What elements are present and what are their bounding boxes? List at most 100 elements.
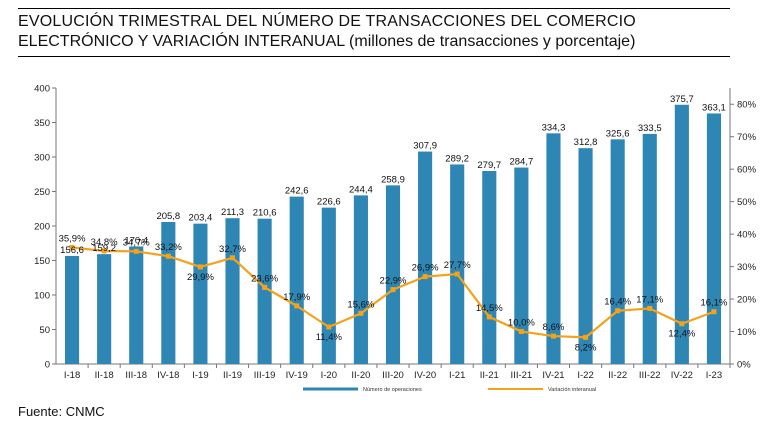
bar-value-label: 244,4: [349, 184, 373, 195]
x-tick-label: IV-20: [414, 370, 436, 381]
line-value-label: 29,9%: [187, 272, 214, 283]
x-tick-label: IV-21: [542, 370, 564, 381]
chart-area: 0 50 100 150 200 250 300 350 400 0% 10% 20% 30% 40% 50…: [18, 78, 766, 401]
bar: [482, 171, 497, 364]
legend-line-label: Variación interanual: [548, 387, 596, 393]
chart-title-line1: EVOLUCIÓN TRIMESTRAL DEL NÚMERO DE TRANS…: [18, 13, 636, 30]
legend-bar-label: Número de operaciones: [363, 387, 422, 393]
line-value-label: 34,8%: [91, 237, 118, 248]
source-note: Fuente: CNMC: [18, 404, 105, 419]
bar-value-label: 258,9: [381, 174, 405, 185]
bar: [97, 254, 112, 364]
line-value-label: 10,0%: [508, 318, 535, 329]
line-marker: [326, 324, 332, 330]
line-value-label: 35,9%: [59, 233, 86, 244]
line-value-label: 32,7%: [219, 244, 246, 255]
bar-value-label: 333,5: [638, 123, 662, 134]
bar-value-label: 203,4: [189, 213, 213, 224]
line-value-label: 27,7%: [444, 260, 471, 271]
bar-value-label: 279,7: [477, 160, 501, 171]
line-value-label: 26,9%: [412, 263, 439, 274]
bar: [385, 185, 401, 364]
line-marker: [133, 248, 139, 254]
y-tick-label-left: 300: [34, 153, 50, 164]
x-tick-label: I-18: [64, 370, 80, 381]
bar-value-label: 312,8: [574, 137, 598, 148]
y-tick-label-left: 0: [45, 360, 50, 371]
y-tick-label-left: 150: [34, 256, 50, 267]
y-tick-label-left: 250: [34, 187, 50, 198]
line-marker: [262, 284, 268, 290]
line-marker: [518, 329, 524, 335]
line-marker: [294, 303, 300, 309]
line-value-label: 34,7%: [123, 237, 150, 248]
line-marker: [550, 333, 556, 339]
bar-value-label: 375,7: [670, 94, 694, 105]
line-value-label: 12,4%: [668, 329, 695, 340]
x-tick-label: I-23: [706, 370, 722, 381]
x-tick-label: II-22: [608, 370, 627, 381]
bar: [418, 151, 433, 364]
line-marker: [390, 287, 396, 293]
y-tick-label-right: 50%: [737, 197, 757, 208]
line-marker: [101, 248, 107, 254]
line-marker: [711, 309, 717, 315]
chart-subtitle: (millones de transacciones y porcentaje): [349, 33, 636, 50]
y-tick-label-right: 80%: [737, 100, 757, 111]
line-value-label: 22,9%: [380, 276, 407, 287]
bar-value-label: 307,9: [413, 141, 437, 152]
bar-value-label: 289,2: [445, 153, 469, 164]
line-value-label: 23,6%: [251, 273, 278, 284]
x-tick-label: III-18: [125, 370, 147, 381]
y-tick-label-left: 350: [34, 118, 50, 129]
y-tick-label-left: 50: [39, 325, 50, 336]
line-value-label: 14,5%: [476, 303, 503, 314]
line-marker: [358, 310, 364, 316]
bar: [450, 164, 465, 364]
line-marker: [647, 305, 653, 311]
bar: [674, 104, 689, 364]
bar-value-label: 170,4: [124, 235, 148, 246]
line-value-label: 33,2%: [155, 242, 182, 253]
bar: [193, 223, 208, 364]
line-marker: [69, 244, 75, 250]
x-tick-label: II-18: [95, 370, 114, 381]
bar: [706, 113, 722, 364]
line-marker: [615, 308, 621, 314]
y-tick-label-left: 400: [34, 84, 50, 95]
bar: [225, 218, 240, 364]
x-tick-label: IV-19: [286, 370, 308, 381]
line-value-label: 8,2%: [575, 342, 597, 353]
line-value-label: 17,9%: [283, 292, 310, 303]
line-value-label: 11,4%: [316, 332, 343, 343]
line-value-label: 16,4%: [604, 297, 631, 308]
y-tick-label-left: 200: [34, 222, 50, 233]
x-tick-label: I-22: [577, 370, 593, 381]
line-value-label: 16,1%: [700, 298, 727, 309]
bottom-rule: [18, 56, 730, 57]
line-marker: [165, 253, 171, 259]
x-tick-label: III-19: [254, 370, 276, 381]
bar-value-label: 242,6: [285, 186, 309, 197]
combo-chart: 0 50 100 150 200 250 300 350 400 0% 10% 20% 30% 40% 50…: [34, 84, 757, 394]
top-rule: [18, 8, 730, 9]
x-tick-label: III-21: [511, 370, 533, 381]
line-value-label: 8,6%: [543, 322, 565, 333]
y-tick-label-right: 0%: [737, 360, 751, 371]
bar: [353, 195, 368, 364]
bar-value-label: 363,1: [702, 102, 726, 113]
x-tick-label: IV-22: [671, 370, 693, 381]
y-tick-label-right: 40%: [737, 230, 757, 241]
bar-value-label: 334,3: [542, 122, 566, 133]
y-tick-label-right: 60%: [737, 165, 757, 176]
x-tick-label: II-19: [223, 370, 242, 381]
bar-value-label: 226,6: [317, 197, 341, 208]
bar: [289, 196, 304, 364]
bar-value-label: 284,7: [509, 157, 533, 168]
line-marker: [679, 321, 685, 327]
bar-value-label: 211,3: [221, 207, 244, 218]
line-value-label: 15,6%: [347, 299, 374, 310]
bar: [514, 167, 529, 364]
y-tick-label-left: 100: [34, 291, 50, 302]
line-marker: [197, 264, 203, 270]
